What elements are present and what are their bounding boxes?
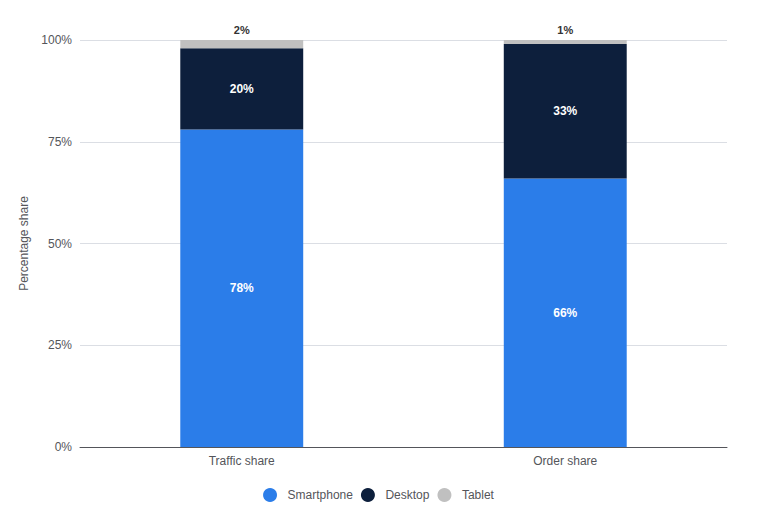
- svg-text:Order share: Order share: [533, 454, 597, 468]
- svg-text:Desktop: Desktop: [385, 488, 429, 502]
- svg-text:2%: 2%: [234, 24, 250, 36]
- svg-text:66%: 66%: [553, 306, 577, 320]
- svg-text:Smartphone: Smartphone: [288, 488, 354, 502]
- svg-text:0%: 0%: [55, 440, 73, 454]
- svg-text:100%: 100%: [41, 33, 72, 47]
- svg-text:50%: 50%: [48, 237, 72, 251]
- svg-text:Tablet: Tablet: [462, 488, 495, 502]
- svg-text:1%: 1%: [557, 24, 573, 36]
- svg-text:20%: 20%: [230, 82, 254, 96]
- svg-text:25%: 25%: [48, 338, 72, 352]
- svg-text:75%: 75%: [48, 135, 72, 149]
- svg-text:78%: 78%: [230, 281, 254, 295]
- svg-text:Traffic share: Traffic share: [209, 454, 275, 468]
- svg-text:33%: 33%: [553, 104, 577, 118]
- svg-text:Percentage share: Percentage share: [17, 196, 31, 291]
